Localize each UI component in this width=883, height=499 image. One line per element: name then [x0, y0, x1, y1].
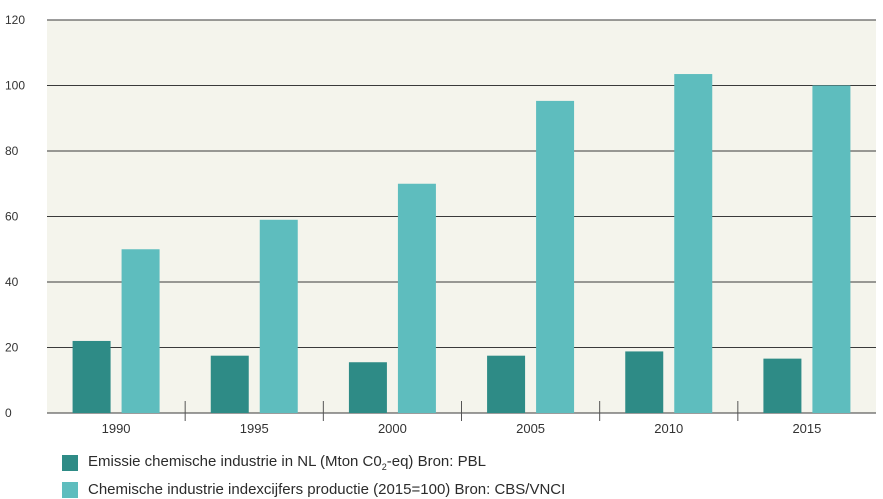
x-tick-label: 1995	[240, 421, 269, 436]
bar-production-index	[674, 74, 713, 413]
y-tick-label: 40	[5, 275, 19, 289]
bar-production-index	[812, 85, 851, 413]
bar-emissions	[210, 355, 249, 413]
bar-chart: 0 20 40 60 80 100 120 1990 1995 2000 2005 2010 2015	[5, 13, 876, 436]
x-tick-label: 2010	[654, 421, 683, 436]
bar-emissions	[625, 351, 664, 413]
x-tick-label: 2000	[378, 421, 407, 436]
y-tick-label: 60	[5, 210, 19, 224]
x-tick-label: 2005	[516, 421, 545, 436]
legend-label-emissions: Emissie chemische industrie in NL (Mton …	[88, 453, 486, 472]
y-tick-label: 0	[5, 406, 12, 420]
legend-swatch-production-index	[62, 481, 78, 498]
y-tick-label: 20	[5, 341, 19, 355]
x-tick-label: 1990	[102, 421, 131, 436]
legend-label-production-index: Chemische industrie indexcijfers product…	[88, 481, 566, 498]
y-tick-label: 80	[5, 144, 19, 158]
bar-emissions	[348, 362, 387, 413]
bar-production-index	[121, 249, 160, 413]
y-tick-label: 100	[5, 79, 25, 93]
bar-emissions	[487, 355, 526, 413]
legend-swatch-emissions	[62, 454, 78, 471]
legend-item-production-index: Chemische industrie indexcijfers product…	[62, 481, 565, 498]
y-tick-label: 120	[5, 13, 25, 27]
bar-production-index	[397, 183, 436, 413]
bar-production-index	[259, 219, 298, 413]
bar-emissions	[763, 358, 802, 413]
bar-emissions	[72, 340, 111, 413]
x-tick-label: 2015	[792, 421, 821, 436]
legend-item-emissions: Emissie chemische industrie in NL (Mton …	[62, 453, 486, 472]
bar-production-index	[536, 100, 575, 413]
